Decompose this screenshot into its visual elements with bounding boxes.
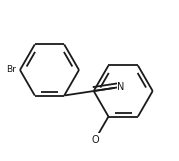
Text: N: N — [117, 82, 125, 92]
Text: Br: Br — [6, 66, 16, 75]
Text: O: O — [91, 135, 99, 145]
